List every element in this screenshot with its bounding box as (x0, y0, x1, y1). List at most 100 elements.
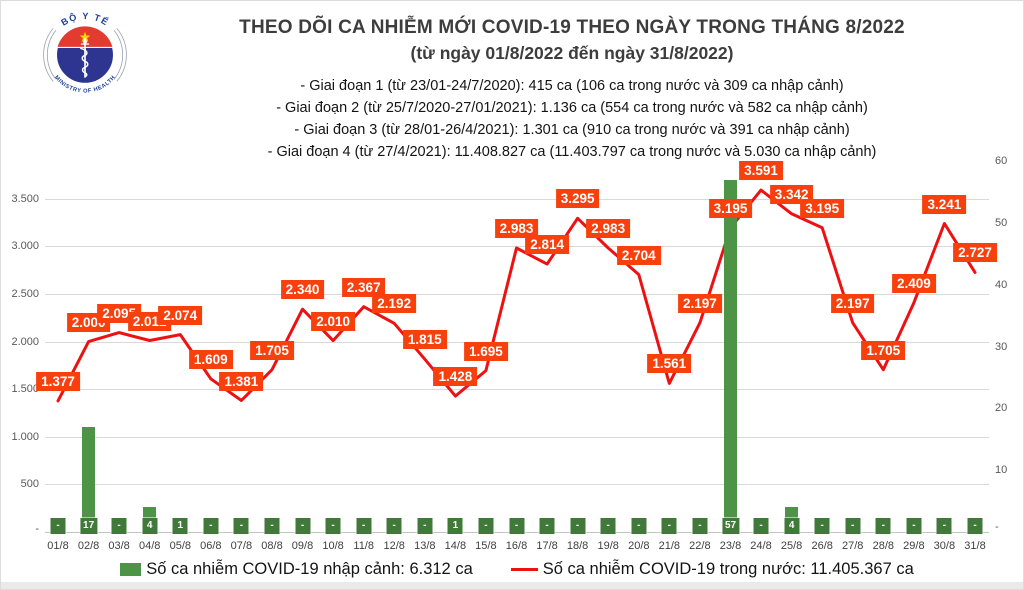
x-tick-label: 12/8 (383, 540, 405, 552)
imported-cases-bar-label: - (600, 518, 616, 534)
imported-cases-bar (724, 179, 737, 532)
grid-line (45, 436, 989, 438)
x-tick-label: 18/8 (566, 540, 589, 552)
imported-cases-bar-label: - (386, 518, 402, 534)
y-axis-tick-left: 3.000 (11, 240, 39, 253)
domestic-cases-data-label: 1.428 (433, 367, 478, 387)
imported-cases-bar-label: - (509, 518, 524, 534)
imported-cases-bar-label: - (417, 518, 433, 534)
legend-bar-swatch (120, 563, 142, 576)
y-axis-tick-right: 30 (995, 340, 1008, 353)
imported-cases-bar-label: - (264, 518, 280, 534)
imported-cases-bar-label: - (631, 518, 647, 534)
domestic-cases-data-label: 3.241 (922, 194, 967, 214)
phase-note-2: - Giai đoạn 2 (từ 25/7/2020-27/01/2021):… (276, 100, 868, 116)
domestic-cases-data-label: 2.197 (830, 293, 875, 313)
x-tick-label: 23/8 (719, 540, 742, 552)
phase-note-3: - Giai đoạn 3 (từ 28/01-26/4/2021): 1.30… (294, 122, 850, 138)
domestic-cases-data-label: 2.409 (891, 273, 936, 293)
y-axis-tick-left: 1.500 (11, 383, 39, 396)
imported-cases-bar-label: - (845, 518, 861, 534)
legend-imported-label: Số ca nhiễm COVID-19 nhập cảnh: 6.312 ca (146, 560, 473, 578)
legend-item-domestic: Số ca nhiễm COVID-19 trong nước: 11.405.… (510, 560, 914, 579)
domestic-cases-data-label: 2.983 (586, 219, 631, 238)
x-tick-label: 04/8 (138, 540, 161, 552)
x-tick-label: 24/8 (750, 540, 772, 552)
imported-cases-bar-label: - (478, 518, 494, 534)
y-axis-tick-left: - (35, 523, 39, 535)
x-tick-label: 31/8 (964, 540, 986, 552)
legend-line-swatch (510, 567, 538, 572)
domestic-cases-data-label: 1.705 (861, 340, 906, 360)
y-axis-tick-left: 500 (20, 478, 39, 491)
imported-cases-bar-label: 4 (142, 518, 158, 534)
x-tick-label: 22/8 (689, 540, 711, 552)
domestic-cases-data-label: 3.342 (769, 184, 814, 204)
logo-decorative-arcs (43, 27, 127, 82)
domestic-cases-data-label: 1.705 (250, 340, 294, 360)
imported-cases-bar-label: - (356, 518, 372, 534)
logo-star-icon (79, 31, 91, 42)
x-tick-label: 05/8 (169, 540, 191, 552)
domestic-cases-data-label: 3.195 (800, 198, 845, 218)
x-tick-label: 02/8 (77, 540, 100, 552)
imported-cases-bar-label: - (111, 518, 127, 534)
y-axis-tick-right: - (995, 521, 999, 533)
x-tick-label: 09/8 (291, 540, 314, 552)
grid-line (45, 198, 989, 200)
bottom-edge-strip (1, 582, 1023, 589)
domestic-cases-data-label: 1.609 (188, 349, 233, 369)
ministry-of-health-logo: BỘ Y TẾ MINISTRY OF HEALTH (43, 11, 127, 96)
imported-cases-bar-label: - (936, 518, 952, 534)
imported-cases-bar-label: - (233, 518, 249, 534)
domestic-cases-data-label: 2.074 (158, 305, 203, 325)
domestic-cases-data-label: 1.815 (402, 330, 447, 350)
legend-item-imported: Số ca nhiễm COVID-19 nhập cảnh: 6.312 ca (120, 560, 473, 579)
imported-cases-bar-label: - (906, 518, 922, 534)
x-tick-label: 15/8 (475, 540, 497, 552)
grid-line (45, 484, 989, 486)
domestic-cases-data-label: 2.197 (677, 293, 722, 313)
x-tick-label: 14/8 (444, 540, 467, 552)
imported-cases-bar-label: - (539, 518, 555, 534)
imported-cases-bar-label: 1 (172, 518, 188, 534)
x-tick-label: 28/8 (872, 540, 894, 552)
y-axis-tick-right: 50 (995, 217, 1008, 229)
y-axis-tick-right: 60 (995, 155, 1008, 168)
x-tick-label: 26/8 (811, 540, 833, 552)
domestic-cases-data-label: 2.983 (494, 219, 539, 238)
x-tick-label: 03/8 (108, 540, 130, 552)
x-tick-label: 17/8 (536, 540, 558, 552)
y-axis-tick-right: 40 (995, 278, 1008, 291)
imported-cases-bar-label: - (570, 518, 586, 534)
x-tick-label: 07/8 (230, 540, 253, 552)
imported-cases-bar-label: - (325, 518, 341, 534)
imported-cases-bar-label: - (295, 518, 310, 534)
x-tick-label: 01/8 (47, 540, 69, 552)
imported-cases-bar-label: - (661, 518, 677, 534)
imported-cases-bar-label: 1 (447, 518, 463, 534)
domestic-cases-data-label: 1.377 (36, 371, 80, 391)
phase-note-1: - Giai đoạn 1 (từ 23/01-24/7/2020): 415 … (300, 78, 844, 94)
domestic-cases-data-label: 1.381 (219, 371, 264, 391)
grid-line (45, 389, 989, 391)
phase-note-4: - Giai đoạn 4 (từ 27/4/2021): 11.408.827… (267, 144, 877, 160)
logo-asclepius-staff-icon (80, 37, 90, 78)
x-tick-label: 30/8 (933, 540, 956, 552)
legend-domestic-label: Số ca nhiễm COVID-19 trong nước: 11.405.… (542, 560, 914, 578)
domestic-cases-data-label: 2.192 (372, 294, 417, 314)
x-tick-label: 11/8 (353, 540, 374, 552)
domestic-cases-data-label: 2.727 (953, 243, 997, 263)
imported-cases-bar-label: - (814, 518, 830, 534)
imported-cases-bar-label: - (692, 518, 708, 534)
imported-cases-bar-label: - (967, 518, 983, 534)
domestic-cases-data-label: 1.695 (463, 341, 508, 361)
phase-notes: - Giai đoạn 1 (từ 23/01-24/7/2020): 415 … (131, 75, 1013, 163)
x-tick-label: 08/8 (261, 540, 283, 552)
grid-line (45, 294, 989, 295)
x-tick-label: 06/8 (200, 540, 222, 552)
imported-cases-bar-label: - (753, 518, 769, 534)
y-axis-tick-right: 10 (995, 464, 1008, 477)
